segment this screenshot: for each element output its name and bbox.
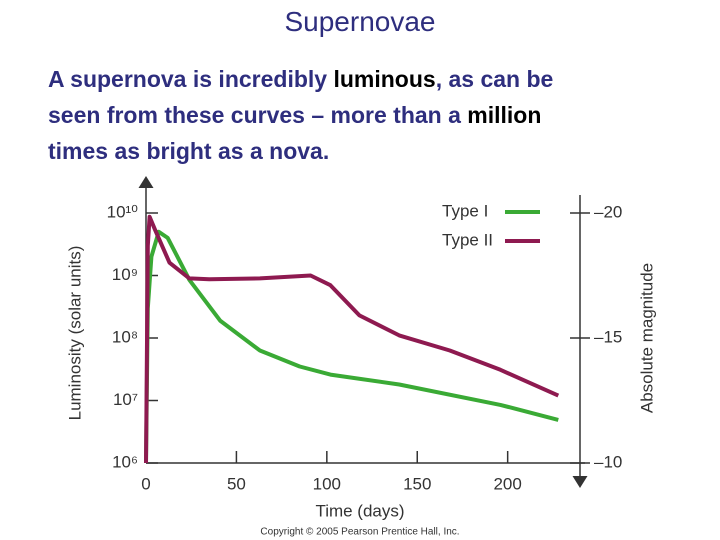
x-axis-label: Time (days) [315, 501, 404, 520]
y2-axis-label: Absolute magnitude [637, 263, 656, 413]
y2-tick-label: –15 [594, 327, 622, 346]
body-line: seen from these curves – more than a mil… [48, 102, 541, 129]
x-tick-label: 150 [403, 474, 431, 493]
y-tick-label: 10⁷ [113, 390, 138, 409]
y2-tick-label: –20 [594, 202, 622, 221]
legend-label: Type I [442, 201, 488, 220]
y2-tick-label: –10 [594, 452, 622, 471]
x-tick-label: 100 [313, 474, 341, 493]
y-axis-label: Luminosity (solar units) [65, 246, 84, 421]
legend-label: Type II [442, 230, 493, 249]
body-line: times as bright as a nova. [48, 138, 329, 165]
credit: Copyright © 2005 Pearson Prentice Hall, … [260, 527, 459, 538]
body-text: seen from these curves – more than a [48, 102, 468, 128]
body-text: luminous [333, 66, 436, 92]
x-tick-label: 200 [493, 474, 521, 493]
slide-title: Supernovae [284, 6, 436, 37]
x-tick-label: 50 [227, 474, 246, 493]
series-line [144, 229, 559, 464]
y-tick-label: 10⁹ [112, 265, 138, 284]
y-tick-label: 10¹⁰ [107, 202, 139, 221]
y-tick-label: 10⁶ [112, 452, 138, 471]
body-text: , as can be [435, 66, 554, 92]
body-text: times as bright as a nova. [48, 138, 330, 164]
body-text: A supernova is incredibly [48, 66, 334, 92]
y-tick-label: 10⁸ [112, 327, 138, 346]
series-line [144, 214, 560, 464]
x-tick-label: 0 [141, 474, 150, 493]
body-line: A supernova is incredibly luminous, as c… [48, 66, 553, 93]
body-text: million [467, 102, 542, 128]
